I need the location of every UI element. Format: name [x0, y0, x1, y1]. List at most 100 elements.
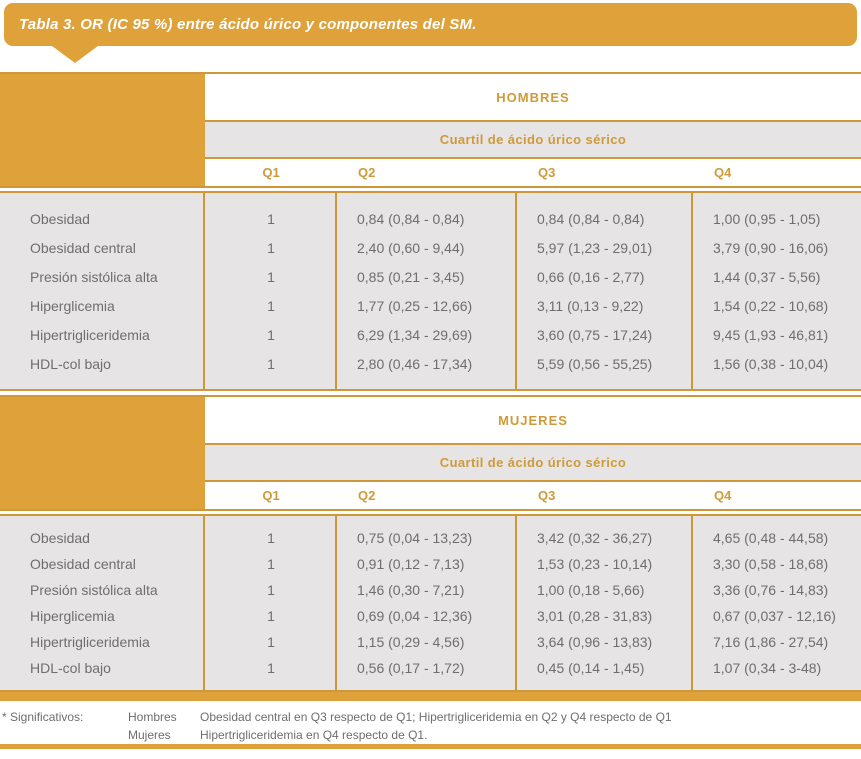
row-label: Obesidad central — [30, 239, 136, 256]
table-row: Hiperglicemia 1 0,69 (0,04 - 12,36) 3,01… — [0, 603, 861, 629]
cell-q3: 0,45 (0,14 - 1,45) — [537, 660, 645, 676]
cell-q3: 0,66 (0,16 - 2,77) — [537, 268, 645, 285]
row-label: Hipertrigliceridemia — [30, 634, 150, 650]
footnote-marker: * Significativos: — [2, 710, 84, 724]
cell-q4: 1,54 (0,22 - 10,68) — [713, 297, 829, 314]
cell-q1: 1 — [267, 210, 275, 227]
cell-q2: 0,85 (0,21 - 3,45) — [357, 268, 465, 285]
row-label: Presión sistólica alta — [30, 268, 158, 285]
cell-q3: 3,01 (0,28 - 31,83) — [537, 608, 653, 624]
cell-q2: 2,40 (0,60 - 9,44) — [357, 239, 465, 256]
corner-gold-block — [0, 397, 205, 509]
table-row: Hipertrigliceridemia 1 6,29 (1,34 - 29,6… — [0, 320, 861, 349]
cell-q1: 1 — [267, 660, 275, 676]
quartile-label-q3: Q3 — [538, 488, 556, 503]
cell-q1: 1 — [267, 530, 275, 546]
cell-q4: 9,45 (1,93 - 46,81) — [713, 326, 829, 343]
separator-bar — [0, 692, 861, 701]
cell-q2: 1,77 (0,25 - 12,66) — [357, 297, 473, 314]
row-label: Hiperglicemia — [30, 608, 115, 624]
cell-q4: 0,67 (0,037 - 12,16) — [713, 608, 836, 624]
cell-q1: 1 — [267, 326, 275, 343]
column-divider — [691, 516, 693, 690]
cell-q3: 5,97 (1,23 - 29,01) — [537, 239, 653, 256]
cell-q4: 3,30 (0,58 - 18,68) — [713, 556, 829, 572]
column-divider — [691, 193, 693, 389]
footnote-group: Hombres — [128, 710, 177, 724]
row-label: Hipertrigliceridemia — [30, 326, 150, 343]
cell-q3: 3,11 (0,13 - 9,22) — [537, 297, 644, 314]
table-row: Obesidad central 1 0,91 (0,12 - 7,13) 1,… — [0, 551, 861, 577]
cell-q4: 1,44 (0,37 - 5,56) — [713, 268, 821, 285]
column-divider — [335, 516, 337, 690]
row-label: Obesidad central — [30, 556, 136, 572]
table-title: Tabla 3. OR (IC 95 %) entre ácido úrico … — [19, 16, 477, 33]
quartile-label-q3: Q3 — [538, 165, 556, 180]
footnote-text: Hipertrigliceridemia en Q4 respecto de Q… — [200, 727, 428, 742]
cell-q1: 1 — [267, 239, 275, 256]
subheader-quartile: Cuartil de ácido úrico sérico — [205, 120, 861, 159]
quartile-label-q2: Q2 — [358, 165, 376, 180]
table-row: HDL-col bajo 1 2,80 (0,46 - 17,34) 5,59 … — [0, 349, 861, 378]
cell-q4: 1,56 (0,38 - 10,04) — [713, 355, 829, 372]
quartile-label-q2: Q2 — [358, 488, 376, 503]
cell-q2: 1,46 (0,30 - 7,21) — [357, 582, 465, 598]
cell-q4: 1,07 (0,34 - 3-48) — [713, 660, 822, 676]
cell-q2: 0,84 (0,84 - 0,84) — [357, 210, 465, 227]
cell-q2: 6,29 (1,34 - 29,69) — [357, 326, 473, 343]
section-header-mujeres: MUJERES Cuartil de ácido úrico sérico Q1… — [0, 395, 861, 511]
bottom-rule — [0, 744, 861, 749]
cell-q1: 1 — [267, 582, 275, 598]
cell-q3: 5,59 (0,56 - 55,25) — [537, 355, 653, 372]
data-section-hombres: Obesidad 1 0,84 (0,84 - 0,84) 0,84 (0,84… — [0, 191, 861, 391]
quartile-header-row: Q1 Q2 Q3 Q4 — [205, 159, 861, 186]
cell-q2: 1,15 (0,29 - 4,56) — [357, 634, 465, 650]
cell-q2: 0,56 (0,17 - 1,72) — [357, 660, 465, 676]
section-title: MUJERES — [498, 412, 568, 428]
row-label: HDL-col bajo — [30, 355, 111, 372]
quartile-label-q1: Q1 — [262, 165, 280, 180]
cell-q3: 3,42 (0,32 - 36,27) — [537, 530, 653, 546]
table-row: Obesidad central 1 2,40 (0,60 - 9,44) 5,… — [0, 233, 861, 262]
column-divider — [515, 193, 517, 389]
cell-q1: 1 — [267, 355, 275, 372]
quartile-label-q4: Q4 — [714, 488, 732, 503]
cell-q1: 1 — [267, 556, 275, 572]
column-divider — [335, 193, 337, 389]
significance-footnote: * Significativos: Hombres Obesidad centr… — [0, 701, 861, 744]
cell-q4: 3,36 (0,76 - 14,83) — [713, 582, 829, 598]
column-divider — [515, 516, 517, 690]
row-label: HDL-col bajo — [30, 660, 111, 676]
corner-gold-block — [0, 74, 205, 186]
row-label: Obesidad — [30, 210, 90, 227]
table-row: HDL-col bajo 1 0,56 (0,17 - 1,72) 0,45 (… — [0, 655, 861, 681]
cell-q3: 3,60 (0,75 - 17,24) — [537, 326, 653, 343]
section-header-hombres: HOMBRES Cuartil de ácido úrico sérico Q1… — [0, 72, 861, 188]
data-section-mujeres: Obesidad 1 0,75 (0,04 - 13,23) 3,42 (0,3… — [0, 514, 861, 692]
cell-q2: 0,69 (0,04 - 12,36) — [357, 608, 473, 624]
cell-q4: 1,00 (0,95 - 1,05) — [713, 210, 821, 227]
cell-q2: 2,80 (0,46 - 17,34) — [357, 355, 473, 372]
cell-q1: 1 — [267, 297, 275, 314]
table-row: Obesidad 1 0,84 (0,84 - 0,84) 0,84 (0,84… — [0, 204, 861, 233]
table-row: Presión sistólica alta 1 1,46 (0,30 - 7,… — [0, 577, 861, 603]
table-row: Hipertrigliceridemia 1 1,15 (0,29 - 4,56… — [0, 629, 861, 655]
subheader-quartile: Cuartil de ácido úrico sérico — [205, 443, 861, 482]
cell-q1: 1 — [267, 268, 275, 285]
table-row: Presión sistólica alta 1 0,85 (0,21 - 3,… — [0, 262, 861, 291]
section-title: HOMBRES — [496, 89, 570, 105]
row-label: Presión sistólica alta — [30, 582, 158, 598]
table-row: Hiperglicemia 1 1,77 (0,25 - 12,66) 3,11… — [0, 291, 861, 320]
quartile-header-row: Q1 Q2 Q3 Q4 — [205, 482, 861, 509]
row-label: Obesidad — [30, 530, 90, 546]
cell-q1: 1 — [267, 608, 275, 624]
cell-q2: 0,75 (0,04 - 13,23) — [357, 530, 473, 546]
cell-q2: 0,91 (0,12 - 7,13) — [357, 556, 465, 572]
column-divider — [203, 516, 205, 690]
cell-q4: 4,65 (0,48 - 44,58) — [713, 530, 829, 546]
row-label: Hiperglicemia — [30, 297, 115, 314]
quartile-label-q4: Q4 — [714, 165, 732, 180]
table-row: Obesidad 1 0,75 (0,04 - 13,23) 3,42 (0,3… — [0, 525, 861, 551]
cell-q4: 7,16 (1,86 - 27,54) — [713, 634, 829, 650]
